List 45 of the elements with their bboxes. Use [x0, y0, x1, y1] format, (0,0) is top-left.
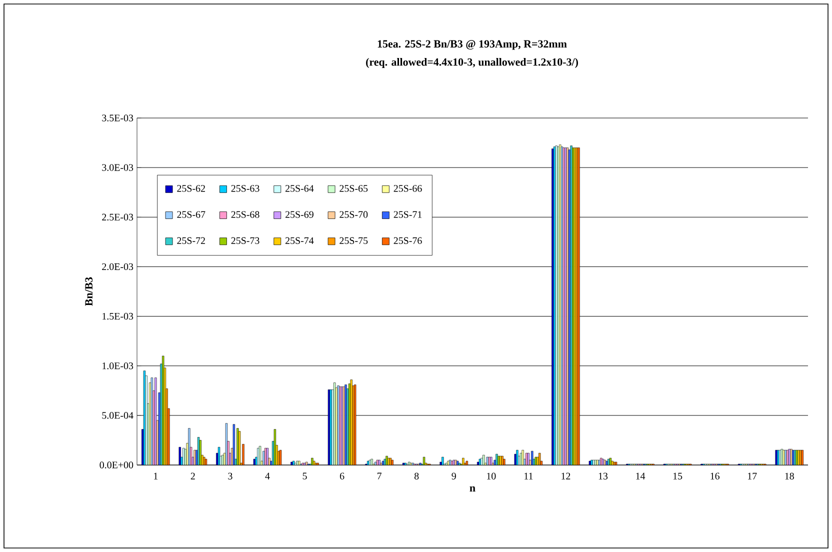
x-tick-label: 14 [636, 472, 646, 480]
legend-label: 25S-76 [394, 237, 422, 244]
y-axis-title: Bn/B3 [85, 277, 93, 306]
legend-label: 25S-72 [177, 237, 205, 244]
legend-label: 25S-70 [340, 211, 368, 218]
x-tick-label: 18 [785, 472, 794, 480]
legend-label: 25S-66 [394, 185, 422, 192]
x-tick-label: 15 [673, 472, 682, 480]
y-tick-label: 1.5E-03 [102, 312, 134, 320]
y-tick-label: 2.5E-03 [102, 214, 134, 221]
x-tick-label: 17 [748, 472, 757, 480]
x-tick-label: 7 [377, 472, 382, 480]
x-tick-label: 4 [265, 472, 270, 480]
legend-label: 25S-74 [285, 237, 314, 244]
y-tick-label: 5.0E-04 [102, 412, 134, 419]
legend-label: 25S-69 [285, 211, 314, 218]
x-tick-label: 1 [154, 472, 158, 480]
legend-label: 25S-75 [340, 237, 368, 244]
chart-title: 15ea. 25S-2 Bn/B3 @ 193Amp, R=32mm [378, 40, 567, 50]
x-axis-title: n [470, 486, 476, 492]
legend-label: 25S-71 [394, 211, 422, 218]
x-tick-label: 12 [562, 472, 570, 480]
x-tick-label: 16 [710, 472, 720, 480]
y-tick-label: 1.0E-03 [102, 362, 134, 370]
legend-label: 25S-62 [177, 185, 205, 192]
x-tick-label: 5 [302, 472, 307, 480]
x-tick-label: 3 [228, 472, 232, 480]
x-tick-label: 11 [524, 472, 533, 480]
x-tick-label: 6 [340, 472, 344, 480]
x-tick-label: 10 [487, 472, 496, 480]
x-tick-label: 13 [598, 472, 608, 480]
legend-label: 25S-64 [285, 185, 314, 192]
x-tick-label: 2 [190, 472, 195, 480]
legend-label: 25S-65 [340, 185, 368, 192]
x-tick-label: 9 [452, 472, 456, 480]
y-tick-label: 3.5E-03 [102, 114, 134, 122]
x-tick-label: 8 [414, 472, 419, 480]
y-tick-label: 2.0E-03 [102, 263, 134, 270]
legend-label: 25S-67 [177, 211, 206, 218]
chart-subtitle: (req. allowed=4.4x10-3, unallowed=1.2x10-3/) [366, 58, 578, 68]
y-tick-label: 0.0E+00 [100, 462, 134, 468]
legend-label: 25S-68 [231, 211, 260, 218]
y-tick-label: 3.0E-03 [102, 164, 134, 171]
legend-label: 25S-73 [231, 237, 260, 244]
legend-label: 25S-63 [231, 185, 260, 192]
